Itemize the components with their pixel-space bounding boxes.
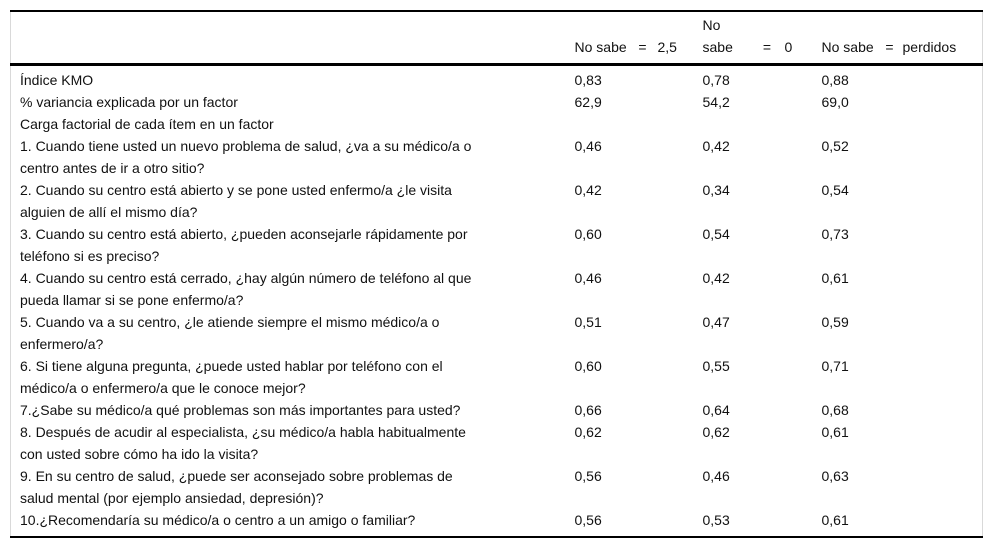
row-value-2: 0,47 — [702, 314, 730, 330]
row-value-2: 54,2 — [702, 94, 730, 110]
table-row: 4. Cuando su centro está cerrado, ¿hay a… — [11, 267, 983, 311]
header-group1-label: No sabe — [574, 39, 627, 55]
row-value-3 — [822, 113, 877, 135]
header-group3-value: perdidos — [902, 39, 957, 55]
table-row: 1. Cuando tiene usted un nuevo problema … — [11, 135, 983, 179]
row-value-3: 0,61 — [821, 270, 849, 286]
row-value-2: 0,55 — [702, 358, 730, 374]
factor-analysis-table-wrap: No sabe = 2,5 No sabe = 0 No sabe = perd… — [10, 10, 992, 538]
row-value-2: 0,46 — [702, 468, 730, 484]
row-value-1: 0,62 — [574, 424, 602, 440]
table-row: 9. En su centro de salud, ¿puede ser aco… — [11, 465, 983, 509]
row-value-1: 0,56 — [574, 468, 602, 484]
table-row: 6. Si tiene alguna pregunta, ¿puede uste… — [11, 355, 983, 399]
row-value-1: 62,9 — [574, 94, 602, 110]
row-value-3: 0,68 — [821, 402, 849, 418]
row-value-1: 0,46 — [574, 270, 602, 286]
row-label: 1. Cuando tiene usted un nuevo problema … — [20, 138, 472, 176]
row-value-2: 0,62 — [702, 424, 730, 440]
row-value-1: 0,46 — [574, 138, 602, 154]
row-value-1: 0,51 — [574, 314, 602, 330]
row-value-1: 0,42 — [574, 182, 602, 198]
row-label: 4. Cuando su centro está cerrado, ¿hay a… — [20, 270, 472, 308]
header-corner — [11, 11, 575, 65]
row-value-2: 0,42 — [702, 270, 730, 286]
row-label: 5. Cuando va a su centro, ¿le atiende si… — [20, 314, 440, 352]
table-row: 2. Cuando su centro está abierto y se po… — [11, 179, 983, 223]
factor-analysis-table: No sabe = 2,5 No sabe = 0 No sabe = perd… — [10, 10, 983, 538]
row-label: 10.¿Recomendaría su médico/a o centro a … — [20, 512, 416, 528]
row-value-1: 0,83 — [574, 72, 602, 88]
row-value-2: 0,53 — [702, 512, 730, 528]
row-value-3: 69,0 — [821, 94, 849, 110]
header-group1-value: 2,5 — [657, 39, 677, 55]
table-row: Carga factorial de cada ítem en un facto… — [11, 113, 983, 135]
header-group2-equals: = — [762, 39, 772, 55]
table-body: Índice KMO 0,83 0,78 0,88 % variancia ex… — [11, 65, 983, 538]
row-value-2: 0,34 — [702, 182, 730, 198]
row-label: Carga factorial de cada ítem en un facto… — [20, 116, 274, 132]
header-row: No sabe = 2,5 No sabe = 0 No sabe = perd… — [10, 11, 983, 65]
table-row: 7.¿Sabe su médico/a qué problemas son má… — [11, 399, 983, 421]
header-group3-label: No sabe — [821, 39, 874, 55]
row-value-1: 0,56 — [574, 512, 602, 528]
row-label: 9. En su centro de salud, ¿puede ser aco… — [20, 468, 453, 506]
row-value-2: 0,78 — [702, 72, 730, 88]
table-row: Índice KMO 0,83 0,78 0,88 — [11, 65, 983, 92]
row-value-3: 0,59 — [821, 314, 849, 330]
header-group2-value: 0 — [784, 39, 793, 55]
row-value-3: 0,71 — [821, 358, 849, 374]
row-label: 6. Si tiene alguna pregunta, ¿puede uste… — [20, 358, 443, 396]
row-value-3: 0,73 — [821, 226, 849, 242]
paper-table-page: { "table": { "colors": { "rule": "#00000… — [0, 10, 992, 560]
row-value-1: 0,66 — [574, 402, 602, 418]
row-value-2: 0,64 — [702, 402, 730, 418]
row-value-2: 0,54 — [702, 226, 730, 242]
row-value-2: 0,42 — [702, 138, 730, 154]
table-row: 10.¿Recomendaría su médico/a o centro a … — [11, 509, 983, 537]
row-value-1: 0,60 — [574, 226, 602, 242]
row-value-2 — [703, 113, 750, 135]
row-value-3: 0,52 — [821, 138, 849, 154]
table-header: No sabe = 2,5 No sabe = 0 No sabe = perd… — [10, 11, 983, 65]
header-group1-equals: = — [638, 39, 647, 55]
row-label: Índice KMO — [20, 72, 94, 88]
table-row: 8. Después de acudir al especialista, ¿s… — [11, 421, 983, 465]
row-value-3: 0,54 — [821, 182, 849, 198]
row-value-3: 0,61 — [821, 512, 849, 528]
row-value-3: 0,61 — [821, 424, 849, 440]
row-label: 7.¿Sabe su médico/a qué problemas son má… — [20, 402, 461, 418]
table-row: 5. Cuando va a su centro, ¿le atiende si… — [11, 311, 983, 355]
row-label: 3. Cuando su centro está abierto, ¿puede… — [20, 226, 468, 264]
row-value-1 — [575, 113, 628, 135]
table-row: 3. Cuando su centro está abierto, ¿puede… — [11, 223, 983, 267]
row-value-3: 0,63 — [821, 468, 849, 484]
row-label: % variancia explicada por un factor — [20, 94, 238, 110]
row-label: 8. Después de acudir al especialista, ¿s… — [20, 424, 466, 462]
row-label: 2. Cuando su centro está abierto y se po… — [20, 182, 452, 220]
row-value-3: 0,88 — [821, 72, 849, 88]
row-value-1: 0,60 — [574, 358, 602, 374]
header-group3-equals: = — [885, 39, 894, 55]
table-row: % variancia explicada por un factor 62,9… — [11, 91, 983, 113]
header-group2-label: No sabe — [702, 17, 733, 55]
